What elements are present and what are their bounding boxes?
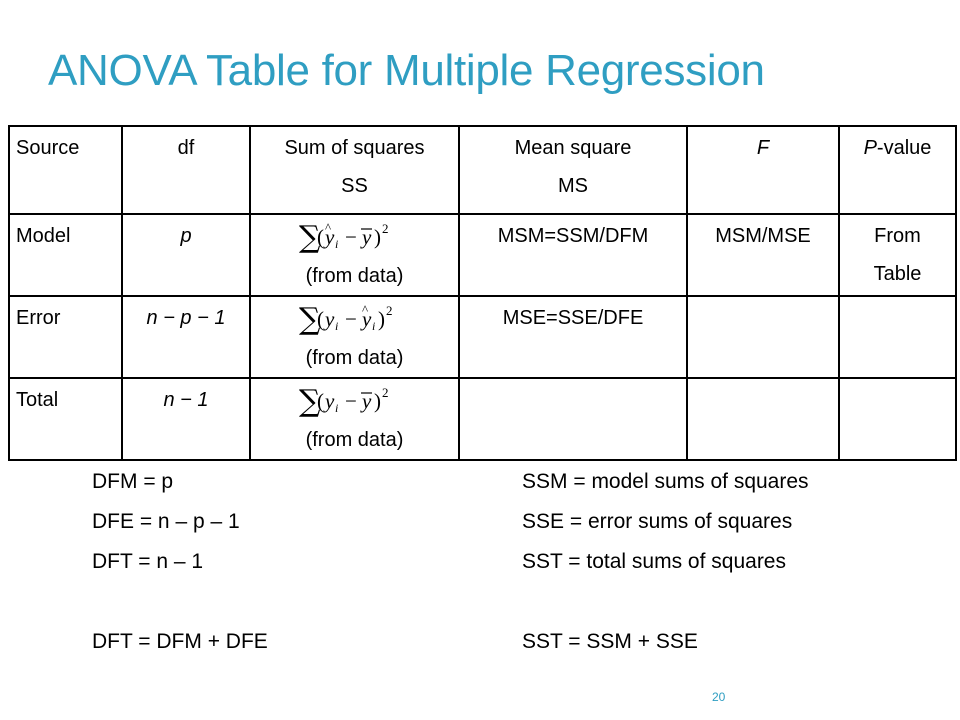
table-row-model: Model p ∑ ( y ^ i − y ) 2 (from data) MS… (8, 213, 957, 297)
svg-text:∑: ∑ (299, 302, 321, 337)
header-source: Source (8, 125, 123, 215)
sums-of-squares-notes: SSM = model sums of squares SSE = error … (522, 462, 809, 662)
svg-text:^: ^ (362, 302, 368, 317)
svg-text:(: ( (317, 307, 324, 331)
svg-text:i: i (335, 237, 338, 251)
note-line: DFT = n – 1 (92, 550, 204, 573)
degrees-of-freedom-notes: DFM = p DFE = n – p – 1 DFT = n – 1 DFT … (92, 462, 268, 662)
cell-ss-note: (from data) (305, 347, 404, 369)
header-p-rest: -value (876, 137, 932, 159)
svg-text:y: y (360, 389, 372, 413)
table-header-row: Source df Sum of squares SS Mean square … (8, 125, 957, 215)
table-row-total: Total n − 1 ∑ ( y i − y ) 2 (from data) (8, 377, 957, 461)
note-line: SSM = model sums of squares (522, 470, 809, 493)
note-line: DFT = DFM + DFE (92, 630, 268, 653)
svg-text:): ) (374, 389, 381, 413)
cell-sum-of-squares: ∑ ( y i − y ^ i ) 2 (from data) (249, 295, 460, 379)
cell-mean-square: MSM=SSM/DFM (458, 213, 688, 297)
note-line: SST = total sums of squares (522, 550, 786, 573)
cell-p-value (838, 295, 957, 379)
svg-text:): ) (374, 225, 381, 249)
svg-text:−: − (345, 225, 357, 249)
header-ss-line1: Sum of squares (284, 137, 425, 159)
header-p-italic: P (863, 137, 877, 159)
sse-formula: ∑ ( y i − y ^ i ) 2 (253, 299, 456, 339)
cell-p-line2: Table (873, 263, 922, 285)
header-df: df (121, 125, 251, 215)
cell-f (686, 377, 840, 461)
svg-text:): ) (378, 307, 385, 331)
cell-p-line1: From (874, 225, 921, 247)
cell-p-value: From Table (838, 213, 957, 297)
cell-df: n − 1 (121, 377, 251, 461)
header-mean-square: Mean square MS (458, 125, 688, 215)
note-line (92, 582, 268, 622)
header-f: F (686, 125, 840, 215)
cell-sum-of-squares: ∑ ( y i − y ) 2 (from data) (249, 377, 460, 461)
svg-text:−: − (345, 389, 357, 413)
svg-text:2: 2 (386, 303, 393, 318)
cell-p-value (838, 377, 957, 461)
note-line: SSE = error sums of squares (522, 510, 793, 533)
svg-text:y: y (323, 225, 335, 249)
header-ms-line2: MS (558, 175, 588, 197)
svg-text:y: y (360, 225, 372, 249)
header-ms-line1: Mean square (514, 137, 632, 159)
svg-text:i: i (335, 319, 338, 333)
header-ss-line2: SS (341, 175, 368, 197)
cell-ss-note: (from data) (305, 265, 404, 287)
page-number: 20 (712, 690, 726, 704)
sst-formula: ∑ ( y i − y ) 2 (253, 381, 456, 421)
svg-text:y: y (323, 307, 335, 331)
note-line: DFE = n – p – 1 (92, 510, 240, 533)
svg-text:i: i (335, 401, 338, 415)
cell-f (686, 295, 840, 379)
cell-source: Total (8, 377, 123, 461)
svg-text:∑: ∑ (299, 220, 321, 255)
table-row-error: Error n − p − 1 ∑ ( y i − y ^ i ) 2 (fro… (8, 295, 957, 379)
svg-text:(: ( (317, 225, 324, 249)
svg-text:2: 2 (382, 385, 389, 400)
cell-ss-note: (from data) (305, 429, 404, 451)
cell-df: n − p − 1 (121, 295, 251, 379)
note-line: DFM = p (92, 470, 174, 493)
svg-text:y: y (323, 389, 335, 413)
svg-text:−: − (345, 307, 357, 331)
header-p-value: P-value (838, 125, 957, 215)
note-line (522, 582, 809, 622)
cell-sum-of-squares: ∑ ( y ^ i − y ) 2 (from data) (249, 213, 460, 297)
cell-df: p (121, 213, 251, 297)
svg-text:(: ( (317, 389, 324, 413)
svg-text:∑: ∑ (299, 384, 321, 419)
header-sum-of-squares: Sum of squares SS (249, 125, 460, 215)
cell-mean-square (458, 377, 688, 461)
cell-f: MSM/MSE (686, 213, 840, 297)
svg-text:y: y (360, 307, 372, 331)
anova-table: Source df Sum of squares SS Mean square … (8, 125, 957, 461)
svg-text:^: ^ (325, 220, 331, 235)
slide-title: ANOVA Table for Multiple Regression (48, 46, 765, 95)
ssm-formula: ∑ ( y ^ i − y ) 2 (253, 217, 456, 257)
cell-source: Model (8, 213, 123, 297)
note-line: SST = SSM + SSE (522, 630, 698, 653)
cell-mean-square: MSE=SSE/DFE (458, 295, 688, 379)
svg-text:2: 2 (382, 221, 389, 236)
svg-text:i: i (372, 319, 375, 333)
cell-source: Error (8, 295, 123, 379)
